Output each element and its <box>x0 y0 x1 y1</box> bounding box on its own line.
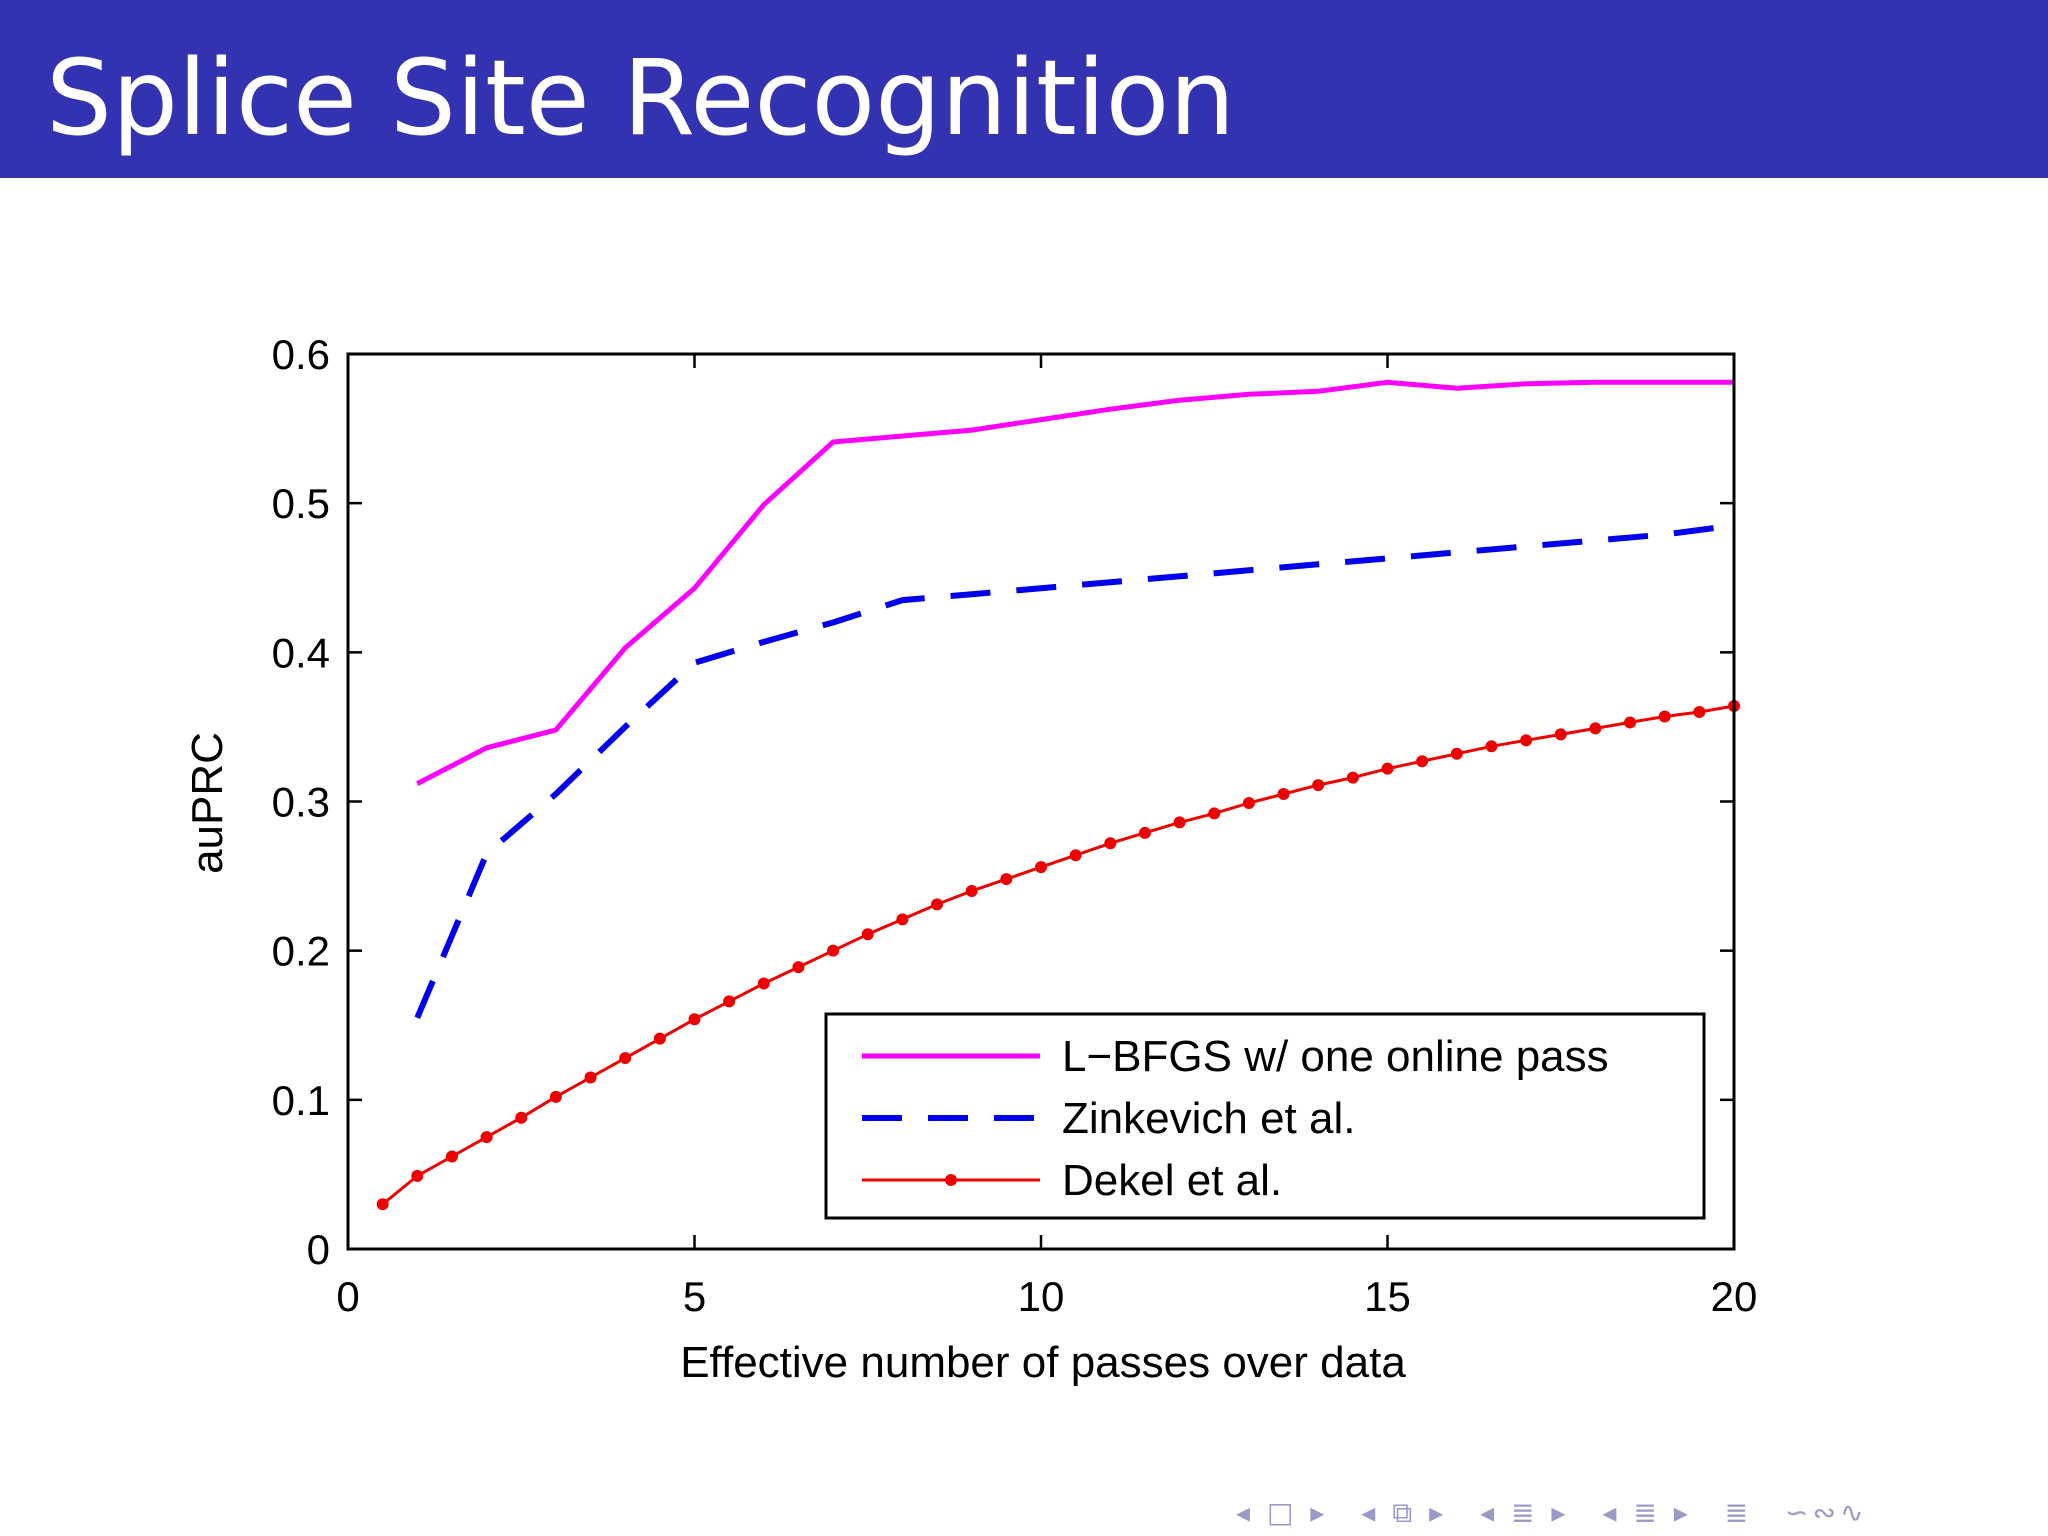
data-point <box>549 1090 562 1103</box>
data-point <box>1069 849 1082 862</box>
data-point <box>1554 728 1567 741</box>
y-tick-label: 0.2 <box>272 928 330 975</box>
nav-section-icon[interactable]: ◂ ≣ ▸ <box>1480 1496 1570 1529</box>
x-tick-label: 0 <box>336 1273 359 1320</box>
data-point <box>792 961 805 974</box>
data-point <box>411 1169 424 1182</box>
data-point <box>515 1111 528 1124</box>
data-point <box>445 1150 458 1163</box>
data-point <box>861 928 874 941</box>
data-point <box>619 1052 632 1065</box>
y-tick-label: 0.3 <box>272 779 330 826</box>
data-point <box>1624 716 1637 729</box>
slide-title: Splice Site Recognition <box>46 37 1236 159</box>
data-point <box>1277 788 1290 801</box>
data-point <box>1658 710 1671 723</box>
data-point <box>1520 734 1533 747</box>
data-point <box>1450 747 1463 760</box>
data-point <box>896 913 909 926</box>
nav-menu-icon[interactable]: ≣ <box>1724 1496 1753 1529</box>
beamer-navigation[interactable]: ◂ □ ▸ ◂ ⧉ ▸ ◂ ≣ ▸ ◂ ≣ ▸ ≣ ∽∾∿ <box>1236 1496 1887 1536</box>
data-point <box>1173 816 1186 829</box>
y-axis-label: auPRC <box>183 732 232 874</box>
nav-search-icon[interactable]: ∽∾∿ <box>1785 1496 1868 1529</box>
nav-subsection-icon[interactable]: ◂ ⧉ ▸ <box>1361 1496 1448 1529</box>
legend-label: L−BFGS w/ one online pass <box>1062 1032 1609 1081</box>
y-tick-label: 0.5 <box>272 480 330 527</box>
data-point <box>757 977 770 990</box>
y-tick-label: 0.1 <box>272 1077 330 1124</box>
data-point <box>931 898 944 911</box>
title-bar: Splice Site Recognition <box>0 0 2048 178</box>
x-axis-label: Effective number of passes over data <box>680 1338 1406 1387</box>
data-point <box>1346 771 1359 784</box>
data-point <box>1693 706 1706 718</box>
legend-marker <box>945 1174 957 1186</box>
data-point <box>376 1198 389 1211</box>
data-point <box>1242 796 1255 809</box>
nav-frame-icon[interactable]: ◂ □ ▸ <box>1236 1496 1329 1529</box>
series-line-2 <box>381 704 1735 1206</box>
y-tick-label: 0.6 <box>272 331 330 378</box>
data-point <box>1000 873 1013 886</box>
y-tick-label: 0 <box>307 1226 330 1273</box>
data-point <box>965 885 978 897</box>
data-point <box>1035 861 1047 874</box>
series-line-0 <box>416 379 1734 786</box>
x-tick-label: 20 <box>1711 1273 1758 1320</box>
data-point <box>688 1013 701 1026</box>
data-point <box>1312 779 1325 792</box>
x-tick-label: 15 <box>1364 1273 1411 1320</box>
data-point <box>480 1131 493 1144</box>
data-point <box>1381 762 1394 775</box>
data-point <box>1138 826 1151 839</box>
data-point <box>1416 755 1429 768</box>
legend-box <box>824 1012 1706 1220</box>
x-tick-label: 5 <box>683 1273 706 1320</box>
data-point <box>1589 722 1602 735</box>
data-point <box>723 995 736 1008</box>
legend-label: Dekel et al. <box>1062 1156 1282 1205</box>
data-point <box>1208 807 1221 820</box>
nav-subsection-list-icon[interactable]: ◂ ≣ ▸ <box>1602 1496 1692 1529</box>
data-point <box>1104 837 1117 850</box>
y-tick-label: 0.4 <box>272 629 330 676</box>
data-point <box>827 944 840 957</box>
series-line-1 <box>414 522 1735 1019</box>
x-tick-label: 10 <box>1018 1273 1065 1320</box>
data-point <box>584 1071 597 1084</box>
legend-label: Zinkevich et al. <box>1062 1094 1355 1143</box>
data-point <box>1485 740 1498 753</box>
data-point <box>653 1032 666 1045</box>
